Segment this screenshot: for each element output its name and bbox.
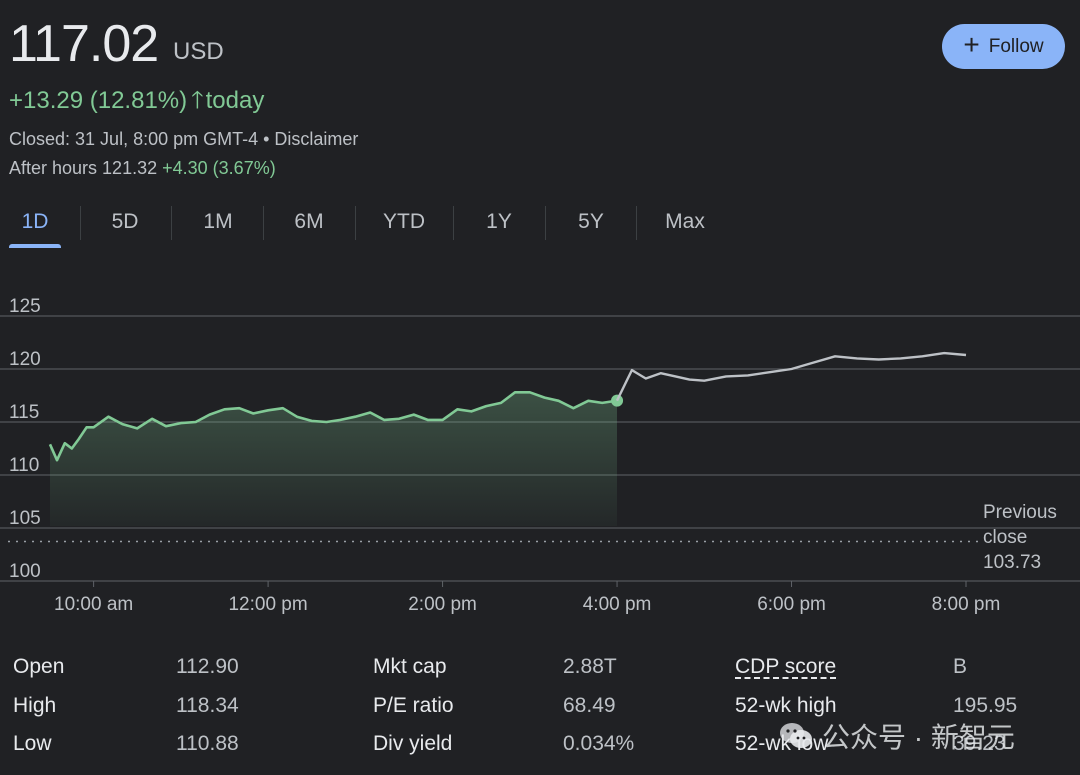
y-tick-label: 110 <box>9 455 39 476</box>
x-tick-label: 2:00 pm <box>408 594 477 615</box>
stat-label-low: Low <box>13 732 52 755</box>
y-tick-label: 125 <box>9 296 41 317</box>
regular-session-area <box>50 392 617 526</box>
regular-session-line <box>48 391 618 462</box>
follow-button[interactable]: + Follow <box>942 24 1065 69</box>
stat-value-cdp-score: B <box>953 655 968 678</box>
wechat-icon <box>780 723 812 748</box>
stat-label-high: High <box>13 694 57 717</box>
stat-value-mkt-cap: 2.88T <box>563 655 617 678</box>
daily-change-suffix: today <box>205 87 265 114</box>
stat-value-low: 110.88 <box>176 732 239 755</box>
y-tick-label: 120 <box>9 349 41 370</box>
tab-1y[interactable]: 1Y <box>486 210 512 233</box>
y-tick-label: 105 <box>9 508 41 529</box>
after-hours-line <box>615 351 967 402</box>
tab-ytd[interactable]: YTD <box>383 210 425 233</box>
x-tick-label: 12:00 pm <box>228 594 307 615</box>
y-tick-label: 115 <box>9 402 39 423</box>
daily-change: +13.29 (12.81%) 🡑today <box>9 83 264 124</box>
after-hours-label: After hours 121.32 <box>9 158 158 178</box>
currency-label: USD <box>173 38 224 65</box>
after-hours-change: +4.30 (3.67%) <box>162 158 276 178</box>
plus-icon: + <box>963 29 980 60</box>
watermark: 公众号 · 新智元 <box>778 716 1015 756</box>
stat-value-pe-ratio: 68.49 <box>563 694 616 717</box>
stat-label-div-yield: Div yield <box>373 732 453 755</box>
arrow-up-icon: 🡑 <box>191 87 204 114</box>
price-chart[interactable]: 125 120 115 110 105 100 10:00 am 12:00 pm 2:00 p… <box>0 290 1080 620</box>
x-tick-label: 8:00 pm <box>932 594 1001 615</box>
stat-label-open: Open <box>13 655 65 678</box>
stat-label-cdp-score[interactable]: CDP score <box>735 655 837 678</box>
tab-divider <box>263 206 264 240</box>
tab-divider <box>545 206 546 240</box>
tab-divider <box>80 206 81 240</box>
daily-change-value: +13.29 (12.81%) <box>9 87 188 114</box>
stat-value-52wk-high: 195.95 <box>953 694 1018 717</box>
tab-max[interactable]: Max <box>665 210 705 233</box>
tab-divider <box>453 206 454 240</box>
tab-1d[interactable]: 1D <box>9 200 61 248</box>
tab-6m[interactable]: 6M <box>294 210 324 233</box>
range-tabs: 1D 5D 1M 6M YTD 1Y 5Y Max <box>0 200 740 248</box>
x-tick-label: 6:00 pm <box>757 594 826 615</box>
after-hours-row: After hours 121.32 +4.30 (3.67%) <box>9 158 276 179</box>
price-value: 117.02 <box>9 15 159 73</box>
stat-label-pe-ratio: P/E ratio <box>373 694 454 717</box>
stat-value-high: 118.34 <box>176 694 239 717</box>
stat-label-52wk-high: 52-wk high <box>735 694 837 717</box>
stat-label-mkt-cap: Mkt cap <box>373 655 447 678</box>
market-closed-status: Closed: 31 Jul, 8:00 pm GMT-4 • Disclaim… <box>9 129 359 149</box>
stat-value-open: 112.90 <box>176 655 239 678</box>
tab-divider <box>636 206 637 240</box>
tab-5d[interactable]: 5D <box>111 210 139 233</box>
previous-close-label: close <box>983 527 1027 548</box>
follow-button-label: Follow <box>988 35 1044 57</box>
x-tick-label: 4:00 pm <box>583 594 652 615</box>
stat-value-div-yield: 0.034% <box>563 732 635 755</box>
tab-divider <box>171 206 172 240</box>
tab-1m[interactable]: 1M <box>203 210 233 233</box>
tab-5y[interactable]: 5Y <box>578 210 604 233</box>
previous-close-label: 103.73 <box>983 552 1041 573</box>
x-tick-label: 10:00 am <box>54 594 133 615</box>
previous-close-label: Previous <box>983 502 1057 523</box>
y-tick-label: 100 <box>9 561 41 582</box>
watermark-text: 公众号 · 新智元 <box>822 722 1015 753</box>
tab-divider <box>355 206 356 240</box>
stat-value-52wk-low: 39.23 <box>953 732 1006 755</box>
